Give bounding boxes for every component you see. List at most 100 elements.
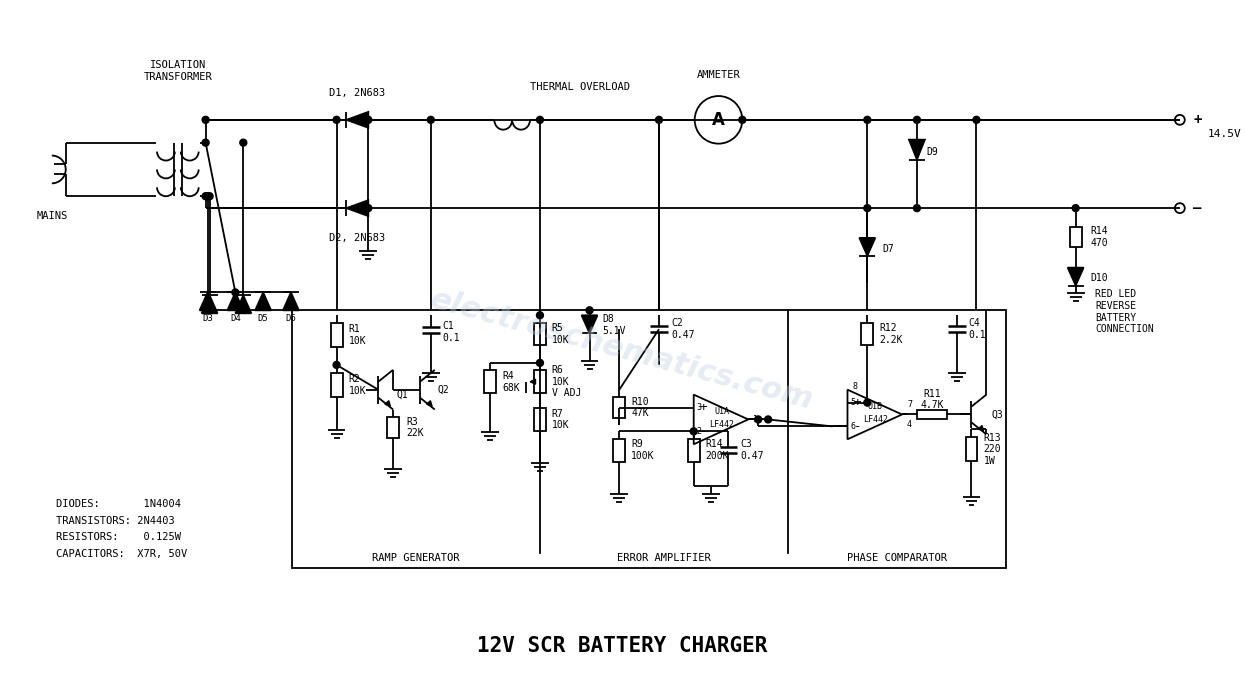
- Bar: [388, 416, 399, 438]
- Text: -: -: [700, 426, 708, 438]
- Text: U1B: U1B: [867, 402, 882, 411]
- Text: ISOLATION
TRANSFORMER: ISOLATION TRANSFORMER: [143, 60, 212, 82]
- Text: DIODES:       1N4004: DIODES: 1N4004: [56, 499, 181, 509]
- Circle shape: [232, 289, 239, 296]
- Text: R14
470: R14 470: [1090, 226, 1108, 248]
- Text: 6: 6: [851, 422, 856, 431]
- Circle shape: [913, 204, 921, 211]
- Circle shape: [365, 116, 371, 123]
- Text: +: +: [1194, 113, 1202, 127]
- Circle shape: [239, 139, 247, 146]
- Polygon shape: [582, 315, 598, 333]
- Text: A: A: [711, 111, 725, 129]
- Bar: [917, 410, 947, 419]
- Bar: [330, 323, 343, 347]
- Circle shape: [537, 359, 543, 366]
- Bar: [330, 373, 343, 397]
- Bar: [1070, 227, 1082, 247]
- Text: R3
22K: R3 22K: [406, 416, 424, 438]
- Circle shape: [586, 307, 593, 314]
- Text: R5
10K: R5 10K: [552, 323, 569, 345]
- Text: 12V SCR BATTERY CHARGER: 12V SCR BATTERY CHARGER: [477, 636, 768, 656]
- Text: 8: 8: [852, 382, 857, 391]
- Text: C2
0.47: C2 0.47: [670, 318, 694, 340]
- Text: R4
68K: R4 68K: [502, 371, 520, 393]
- Text: THERMAL OVERLOAD: THERMAL OVERLOAD: [530, 82, 629, 92]
- Bar: [535, 370, 546, 393]
- Circle shape: [973, 116, 979, 123]
- Text: D3: D3: [202, 314, 213, 323]
- Text: 3: 3: [697, 403, 701, 412]
- Circle shape: [739, 116, 746, 123]
- Polygon shape: [1068, 267, 1084, 286]
- Text: 1: 1: [754, 415, 759, 424]
- Text: RED LED
REVERSE
BATTERY
CONNECTION: RED LED REVERSE BATTERY CONNECTION: [1095, 290, 1154, 335]
- Text: R9
100K: R9 100K: [632, 440, 654, 461]
- Text: CAPACITORS:  X7R, 50V: CAPACITORS: X7R, 50V: [56, 550, 187, 559]
- Text: R1
10K: R1 10K: [349, 324, 366, 346]
- Text: C4
0.1: C4 0.1: [968, 318, 986, 340]
- Text: 7: 7: [907, 400, 912, 409]
- Text: 14.5V: 14.5V: [1207, 129, 1241, 139]
- Text: RAMP GENERATOR: RAMP GENERATOR: [373, 553, 460, 564]
- Text: Q1: Q1: [396, 390, 407, 400]
- Circle shape: [202, 193, 209, 200]
- Text: R6
10K
V ADJ: R6 10K V ADJ: [552, 365, 581, 398]
- Circle shape: [1072, 204, 1079, 211]
- Polygon shape: [860, 238, 875, 256]
- Circle shape: [206, 193, 213, 200]
- Bar: [292, 310, 1007, 568]
- Polygon shape: [346, 112, 369, 128]
- Circle shape: [863, 399, 871, 406]
- Circle shape: [537, 312, 543, 318]
- Text: -: -: [854, 421, 861, 433]
- Bar: [966, 438, 977, 461]
- Text: R14
200K: R14 200K: [705, 440, 729, 461]
- Text: R11
4.7K: R11 4.7K: [920, 389, 943, 410]
- Bar: [535, 323, 546, 345]
- Circle shape: [204, 193, 211, 200]
- Text: U1A: U1A: [714, 407, 729, 416]
- Text: R10
47K: R10 47K: [632, 397, 649, 419]
- Circle shape: [537, 116, 543, 123]
- Text: ERROR AMPLIFIER: ERROR AMPLIFIER: [617, 553, 710, 564]
- Circle shape: [204, 307, 211, 314]
- Text: D4: D4: [231, 314, 240, 323]
- Circle shape: [913, 116, 921, 123]
- Circle shape: [202, 116, 209, 123]
- Text: 4: 4: [907, 420, 912, 429]
- Polygon shape: [199, 293, 216, 310]
- Polygon shape: [283, 293, 299, 310]
- Circle shape: [333, 361, 340, 368]
- Bar: [485, 370, 496, 393]
- Bar: [861, 323, 873, 345]
- Text: TRANSISTORS: 2N4403: TRANSISTORS: 2N4403: [56, 516, 174, 526]
- Circle shape: [755, 416, 761, 423]
- Text: D5: D5: [258, 314, 269, 323]
- Text: R12
2.2K: R12 2.2K: [880, 323, 902, 345]
- Bar: [613, 439, 625, 461]
- Polygon shape: [202, 295, 218, 314]
- Text: D7: D7: [882, 244, 893, 254]
- Circle shape: [690, 428, 698, 435]
- Circle shape: [655, 116, 663, 123]
- Circle shape: [427, 116, 435, 123]
- Text: R13
220
1W: R13 220 1W: [983, 433, 1001, 466]
- Text: LF442: LF442: [862, 415, 887, 424]
- Circle shape: [863, 204, 871, 211]
- Text: 2: 2: [697, 427, 701, 436]
- Text: D9: D9: [926, 146, 938, 157]
- Text: RESISTORS:    0.125W: RESISTORS: 0.125W: [56, 533, 181, 542]
- Bar: [613, 397, 625, 419]
- Text: PHASE COMPARATOR: PHASE COMPARATOR: [847, 553, 947, 564]
- Text: D10: D10: [1090, 272, 1108, 283]
- Text: D1, 2N683: D1, 2N683: [329, 88, 385, 98]
- Text: +: +: [854, 395, 861, 409]
- Text: electroschematics.com: electroschematics.com: [427, 285, 817, 415]
- Polygon shape: [910, 140, 925, 160]
- Text: AMMETER: AMMETER: [697, 70, 740, 80]
- Text: D8
5.1V: D8 5.1V: [602, 314, 625, 336]
- Text: R7
10K: R7 10K: [552, 409, 569, 430]
- Text: –: –: [1194, 201, 1202, 215]
- Text: +: +: [700, 400, 708, 414]
